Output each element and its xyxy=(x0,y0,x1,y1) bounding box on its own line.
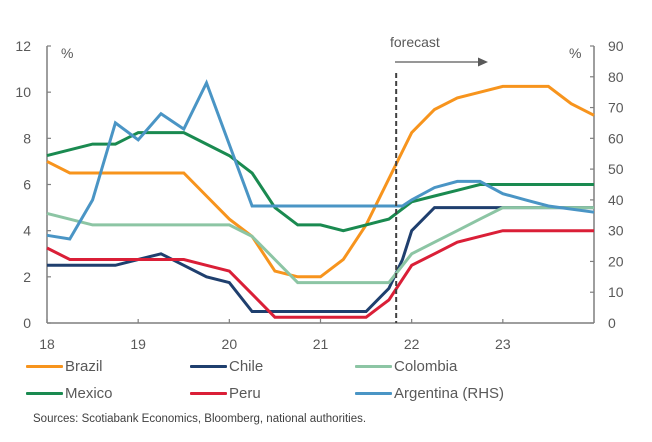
legend-swatch-chile xyxy=(190,364,227,368)
series-line-colombia xyxy=(46,206,594,285)
right-axis-tick-label: 60 xyxy=(608,130,624,146)
right-axis-tick-label: 0 xyxy=(608,315,616,331)
left-axis-tick-label: 8 xyxy=(23,130,31,146)
legend-label: Chile xyxy=(229,357,264,375)
series-line-mexico xyxy=(46,131,594,233)
legend-swatch-mexico xyxy=(26,391,63,395)
right-axis-tick-label: 30 xyxy=(608,223,624,239)
series-line-peru xyxy=(46,229,594,319)
axes: 0 2 4 6 8 10 12 0 10 20 30 40 50 60 70 80 90 18 19 20 21 22 23… xyxy=(15,38,623,352)
left-axis-tick-label: 2 xyxy=(23,269,31,285)
left-axis-tick-label: 4 xyxy=(23,223,31,239)
series-line-argentina-rhs xyxy=(46,79,595,241)
x-axis-tick-label: 22 xyxy=(404,336,420,352)
left-axis-tick-label: 10 xyxy=(15,84,31,100)
left-axis-unit-label: % xyxy=(61,45,73,61)
legend-swatch-peru xyxy=(190,391,227,395)
legend-label: Mexico xyxy=(65,384,113,402)
x-axis-tick-label: 21 xyxy=(313,336,329,352)
left-axis-tick-label: 12 xyxy=(15,38,31,54)
x-axis-tick-label: 18 xyxy=(39,336,55,352)
line-chart: 0 2 4 6 8 10 12 0 10 20 30 40 50 60 70 80 90 18 19 20 21 22 23… xyxy=(15,34,623,352)
right-axis-tick-label: 20 xyxy=(608,253,624,269)
legend-item-chile: Chile xyxy=(190,356,263,376)
legend-swatch-brazil xyxy=(26,364,63,368)
annotation-layer: forecast xyxy=(390,34,488,323)
series-layer xyxy=(46,79,595,319)
legend-item-argentina: Argentina (RHS) xyxy=(355,383,504,403)
legend-item-colombia: Colombia xyxy=(355,356,457,376)
left-axis-tick-label: 6 xyxy=(23,177,31,193)
legend-label: Colombia xyxy=(394,357,458,375)
legend-item-mexico: Mexico xyxy=(26,383,113,403)
right-axis-tick-label: 40 xyxy=(608,192,624,208)
legend-label: Brazil xyxy=(65,357,103,375)
right-axis-unit-label: % xyxy=(569,45,581,61)
legend-label: Argentina (RHS) xyxy=(394,384,505,402)
right-axis-tick-label: 90 xyxy=(608,38,624,54)
legend-item-brazil: Brazil xyxy=(26,356,103,376)
forecast-arrowhead-icon xyxy=(478,57,488,67)
right-axis-tick-label: 10 xyxy=(608,284,624,300)
legend-label: Peru xyxy=(229,384,261,402)
right-axis-tick-label: 80 xyxy=(608,69,624,85)
right-axis-tick-label: 50 xyxy=(608,161,624,177)
left-axis-tick-label: 0 xyxy=(23,315,31,331)
forecast-label: forecast xyxy=(390,34,440,50)
source-note: Sources: Scotiabank Economics, Bloomberg… xyxy=(33,413,367,425)
legend-swatch-colombia xyxy=(355,364,392,368)
right-axis-tick-label: 70 xyxy=(608,100,624,116)
legend-swatch-argentina xyxy=(355,391,392,395)
legend-item-peru: Peru xyxy=(190,383,261,403)
x-axis-tick-label: 23 xyxy=(495,336,511,352)
series-line-brazil xyxy=(46,84,595,279)
x-axis-tick-label: 20 xyxy=(222,336,238,352)
x-axis-tick-label: 19 xyxy=(130,336,146,352)
